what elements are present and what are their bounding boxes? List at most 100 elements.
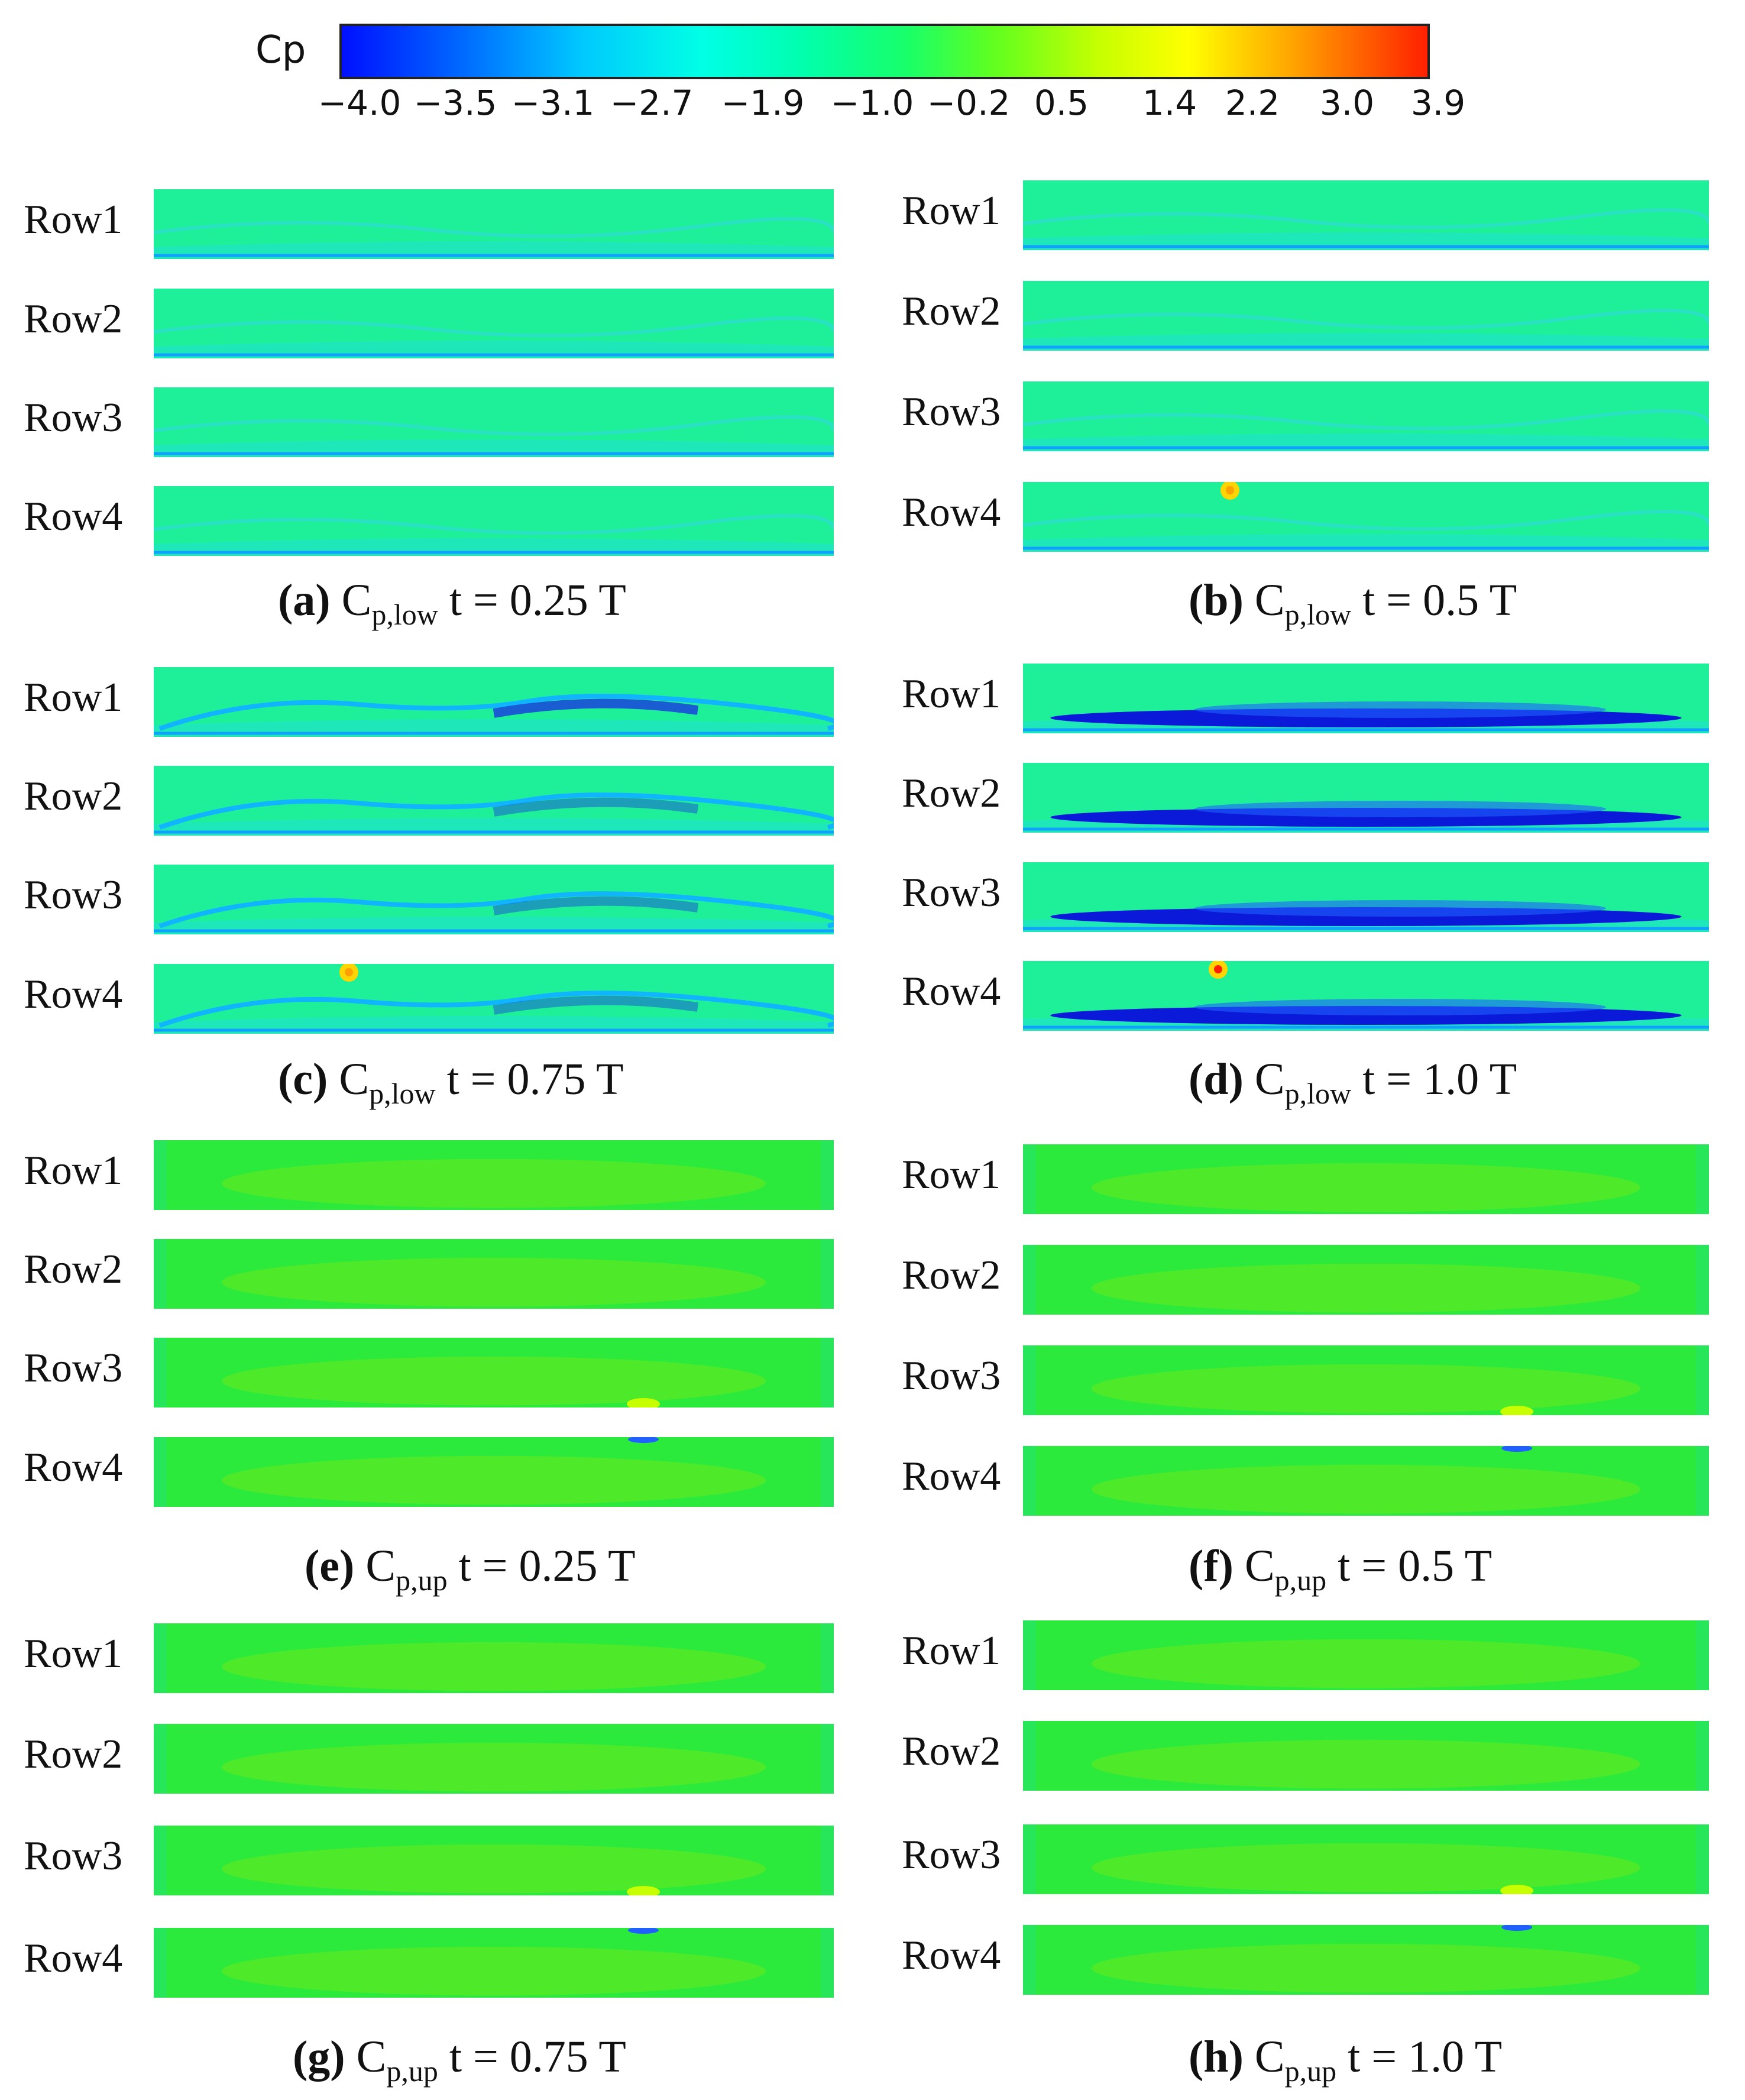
caption-subscript: p,low — [369, 1077, 436, 1110]
pressure-contour-strip — [1023, 281, 1709, 351]
row-label: Row1 — [902, 671, 1001, 717]
pressure-contour-strip — [154, 1623, 834, 1693]
contour-field — [154, 865, 834, 934]
panel-letter: (e) — [305, 1541, 366, 1591]
colorbar-tick-label: −3.5 — [413, 83, 497, 123]
colorbar-tick-label: −3.1 — [511, 83, 595, 123]
row-label: Row2 — [24, 296, 123, 342]
caption-time: t = 0.75 T — [438, 2032, 626, 2082]
contour-field — [1023, 862, 1709, 932]
contour-field — [154, 486, 834, 556]
row-label: Row1 — [24, 1631, 123, 1677]
contour-field — [154, 1140, 834, 1210]
row-label: Row2 — [902, 289, 1001, 334]
contour-field — [154, 667, 834, 737]
contour-field — [1023, 381, 1709, 451]
contour-field — [154, 189, 834, 259]
pressure-contour-strip — [1023, 1824, 1709, 1894]
row-label: Row3 — [902, 1353, 1001, 1399]
caption-subscript: p,low — [1284, 1077, 1352, 1110]
caption-subscript: p,low — [1284, 598, 1352, 631]
pressure-contour-strip — [1023, 1721, 1709, 1791]
panel-letter: (b) — [1189, 575, 1255, 625]
contour-field — [154, 1724, 834, 1794]
contour-field — [1023, 763, 1709, 833]
contour-field — [1023, 180, 1709, 250]
caption-symbol: C — [1254, 575, 1285, 625]
colorbar-tick-label: 3.9 — [1410, 83, 1466, 123]
contour-field — [1023, 1721, 1709, 1791]
row-label: Row4 — [902, 1454, 1001, 1499]
row-label: Row4 — [24, 494, 123, 539]
caption-symbol: C — [341, 575, 372, 625]
colorbar-title: Cp — [255, 28, 306, 72]
pressure-contour-strip — [1023, 482, 1709, 552]
contour-field — [154, 1437, 834, 1507]
panel-caption: (b) Cp,low t = 0.5 T — [1189, 575, 1517, 632]
row-label: Row3 — [24, 1345, 123, 1391]
caption-subscript: p,up — [386, 2054, 438, 2088]
colorbar-tick-label: −4.0 — [318, 83, 402, 123]
colorbar-tick-label: 1.4 — [1142, 83, 1197, 123]
pressure-contour-strip — [1023, 862, 1709, 932]
contour-field — [1023, 482, 1709, 552]
row-label: Row1 — [902, 1152, 1001, 1198]
pressure-contour-strip — [154, 964, 834, 1034]
caption-subscript: p,up — [1274, 1564, 1327, 1597]
contour-field — [154, 387, 834, 457]
contour-field — [1023, 1144, 1709, 1214]
row-label: Row2 — [24, 774, 123, 819]
row-label: Row4 — [24, 972, 123, 1017]
pressure-contour-strip — [1023, 381, 1709, 451]
row-label: Row4 — [24, 1445, 123, 1490]
panel-caption: (g) Cp,up t = 0.75 T — [293, 2031, 626, 2088]
caption-time: t = 0.5 T — [1326, 1541, 1493, 1591]
row-label: Row2 — [902, 771, 1001, 816]
colorbar-tick-label: −2.7 — [610, 83, 694, 123]
row-label: Row4 — [902, 1933, 1001, 1978]
caption-time: t = 1.0 T — [1336, 2032, 1503, 2082]
pressure-contour-strip — [154, 1239, 834, 1309]
row-label: Row3 — [902, 870, 1001, 915]
pressure-contour-strip — [154, 1724, 834, 1794]
colorbar-tick-label: 3.0 — [1319, 83, 1375, 123]
caption-subscript: p,up — [1284, 2054, 1337, 2088]
pressure-contour-strip — [154, 865, 834, 934]
caption-time: t = 0.5 T — [1351, 575, 1517, 625]
row-label: Row1 — [24, 675, 123, 720]
pressure-contour-strip — [154, 486, 834, 556]
row-label: Row1 — [24, 197, 123, 242]
caption-symbol: C — [339, 1054, 370, 1104]
contour-field — [1023, 961, 1709, 1031]
panel-letter: (a) — [278, 575, 342, 625]
contour-field — [154, 1623, 834, 1693]
pressure-contour-strip — [154, 766, 834, 836]
pressure-contour-strip — [154, 289, 834, 358]
row-label: Row1 — [902, 188, 1001, 234]
pressure-contour-strip — [1023, 1345, 1709, 1415]
caption-subscript: p,up — [396, 1564, 448, 1597]
contour-field — [1023, 1620, 1709, 1690]
row-label: Row4 — [902, 969, 1001, 1014]
row-label: Row3 — [902, 389, 1001, 435]
colorbar-ticks: −4.0 −3.5 −3.1 −2.7 −1.9 −1.0 −0.2 0.5 1.4 2.2 3.0… — [318, 83, 1466, 130]
pressure-contour-strip — [154, 1437, 834, 1507]
caption-time: t = 0.25 T — [447, 1541, 636, 1591]
row-label: Row2 — [24, 1732, 123, 1777]
caption-time: t = 0.25 T — [438, 575, 626, 625]
caption-symbol: C — [1244, 1541, 1275, 1591]
contour-field — [154, 1338, 834, 1407]
contour-field — [154, 289, 834, 358]
pressure-contour-strip — [154, 387, 834, 457]
contour-field — [154, 1239, 834, 1309]
panel-caption: (c) Cp,low t = 0.75 T — [278, 1054, 624, 1111]
colorbar-tick-label: −1.9 — [721, 83, 805, 123]
panel-letter: (f) — [1189, 1541, 1245, 1591]
contour-field — [1023, 1245, 1709, 1315]
caption-symbol: C — [1254, 2032, 1285, 2082]
pressure-contour-strip — [1023, 1925, 1709, 1995]
pressure-contour-strip — [154, 1140, 834, 1210]
panel-caption: (f) Cp,up t = 0.5 T — [1189, 1541, 1492, 1597]
contour-field — [154, 766, 834, 836]
caption-symbol: C — [1254, 1054, 1285, 1104]
